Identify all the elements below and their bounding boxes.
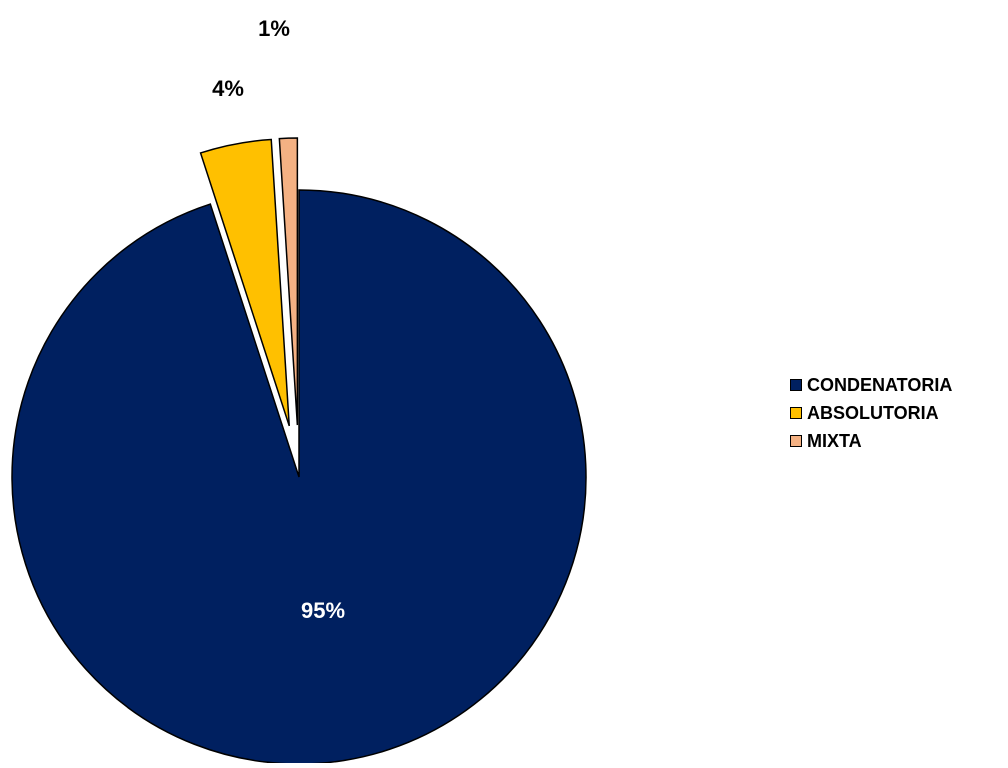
- data-label-mixta: 1%: [258, 16, 290, 41]
- legend-item-mixta: MIXTA: [790, 427, 952, 455]
- legend-swatch-condenatoria: [790, 379, 802, 391]
- data-label-absolutoria: 4%: [212, 76, 244, 101]
- legend-swatch-mixta: [790, 435, 802, 447]
- data-label-condenatoria: 95%: [301, 598, 345, 623]
- legend-label-condenatoria: CONDENATORIA: [807, 375, 953, 395]
- legend: CONDENATORIA ABSOLUTORIA MIXTA: [790, 371, 952, 455]
- pie-slice-mixta: [278, 137, 299, 426]
- pie-slice-absolutoria: [199, 138, 291, 427]
- legend-label-mixta: MIXTA: [807, 431, 862, 451]
- legend-swatch-absolutoria: [790, 407, 802, 419]
- legend-item-condenatoria: CONDENATORIA: [790, 371, 952, 399]
- legend-item-absolutoria: ABSOLUTORIA: [790, 399, 952, 427]
- legend-label-absolutoria: ABSOLUTORIA: [807, 403, 939, 423]
- pie-slice-condenatoria: [11, 189, 587, 765]
